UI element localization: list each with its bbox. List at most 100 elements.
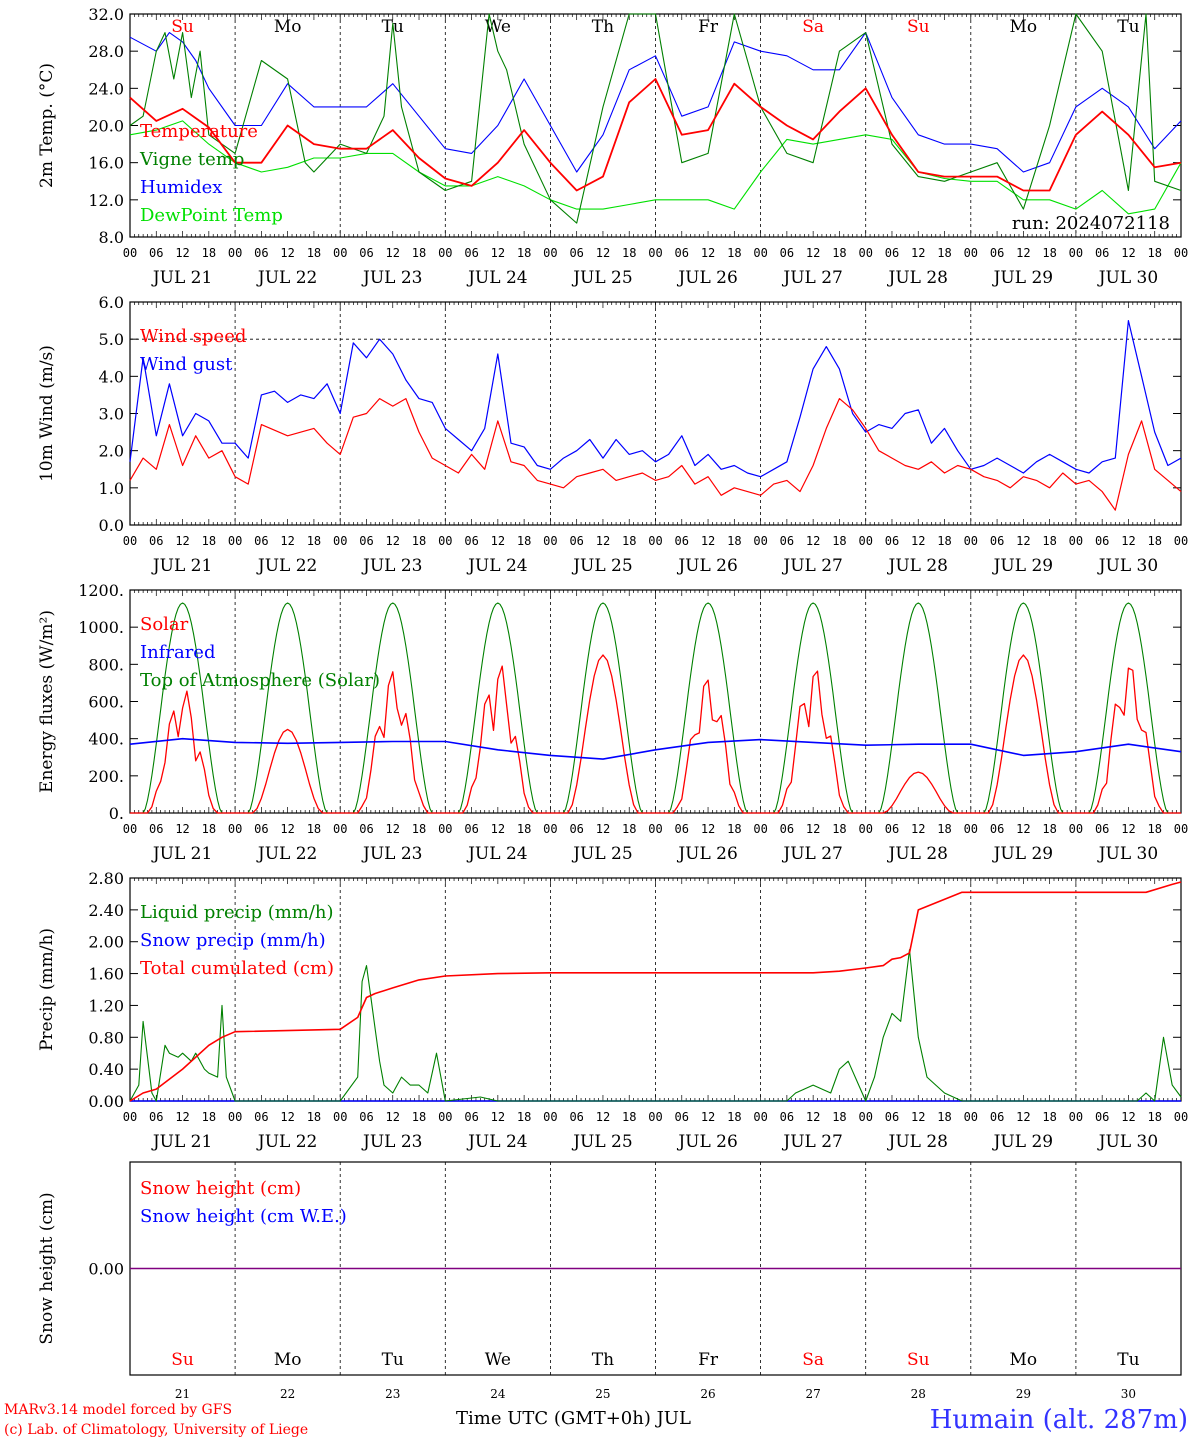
- y-tick-label: 0.00: [88, 1260, 124, 1279]
- day-label: JUL 28: [887, 556, 948, 576]
- hour-tick-label: 18: [1147, 534, 1161, 548]
- legend-entry: Infrared: [140, 642, 215, 663]
- hour-tick-label: 06: [885, 534, 899, 548]
- legend-entry: DewPoint Temp: [140, 205, 283, 226]
- hour-tick-label: 00: [228, 1110, 242, 1124]
- hour-tick-label: 00: [543, 246, 557, 260]
- hour-tick-label: 18: [832, 246, 846, 260]
- hour-tick-label: 12: [806, 1110, 820, 1124]
- hour-tick-label: 00: [964, 534, 978, 548]
- weekday-label: Su: [171, 1350, 194, 1370]
- day-label: JUL 24: [466, 556, 527, 576]
- weekday-label: Th: [592, 17, 614, 37]
- y-tick-label: 1200.: [78, 581, 124, 600]
- hour-tick-label: 12: [491, 534, 505, 548]
- hour-tick-label: 18: [307, 246, 321, 260]
- hour-tick-label: 06: [464, 246, 478, 260]
- hour-tick-label: 00: [964, 1110, 978, 1124]
- model-credit: MARv3.14 model forced by GFS: [4, 1402, 232, 1418]
- hour-tick-label: 00: [543, 1110, 557, 1124]
- run-label: run: 2024072118: [1012, 213, 1170, 234]
- day-number-label: 24: [490, 1387, 506, 1401]
- day-label: JUL 26: [676, 268, 737, 288]
- hour-tick-label: 00: [648, 1110, 662, 1124]
- hour-tick-label: 00: [333, 246, 347, 260]
- weekday-label: Su: [907, 17, 930, 37]
- y-axis-label: 10m Wind (m/s): [37, 345, 57, 482]
- hour-tick-label: 06: [569, 534, 583, 548]
- y-tick-label: 0.0: [99, 516, 124, 535]
- day-number-label: 25: [595, 1387, 610, 1401]
- weekday-label: Sa: [802, 17, 824, 37]
- day-label: JUL 24: [466, 1132, 527, 1152]
- y-axis-label: Snow height (cm): [37, 1192, 57, 1344]
- hour-tick-label: 12: [596, 822, 610, 836]
- day-label: JUL 22: [256, 844, 317, 864]
- y-axis-label: Energy fluxes (W/m²): [37, 610, 57, 793]
- series-line-temperature: [129, 78, 1182, 192]
- hour-tick-label: 00: [1069, 534, 1083, 548]
- hour-tick-label: 18: [1042, 1110, 1056, 1124]
- y-tick-label: 2.80: [88, 869, 124, 888]
- x-axis-label: Time UTC (GMT+0h) JUL: [456, 1408, 691, 1429]
- hour-tick-label: 12: [911, 1110, 925, 1124]
- y-tick-label: 1.60: [88, 965, 124, 984]
- y-tick-label: 20.0: [88, 117, 124, 136]
- series-line-humidex: [129, 32, 1182, 173]
- hour-tick-label: 06: [885, 1110, 899, 1124]
- hour-tick-label: 18: [622, 1110, 636, 1124]
- y-tick-label: 400.: [88, 730, 124, 749]
- hour-tick-label: 18: [727, 534, 741, 548]
- hour-tick-label: 00: [858, 534, 872, 548]
- hour-tick-label: 00: [228, 246, 242, 260]
- hour-tick-label: 18: [832, 822, 846, 836]
- hour-tick-label: 18: [517, 822, 531, 836]
- hour-tick-label: 00: [438, 822, 452, 836]
- hour-tick-label: 12: [386, 534, 400, 548]
- day-label: JUL 30: [1097, 844, 1158, 864]
- hour-tick-label: 00: [543, 534, 557, 548]
- day-number-label: 28: [911, 1387, 926, 1401]
- hour-tick-label: 00: [228, 534, 242, 548]
- hour-tick-label: 00: [123, 822, 137, 836]
- legend-entry: Wind gust: [140, 354, 233, 375]
- hour-tick-label: 06: [780, 246, 794, 260]
- hour-tick-label: 06: [359, 246, 373, 260]
- hour-tick-label: 00: [438, 534, 452, 548]
- day-label: JUL 29: [992, 268, 1053, 288]
- day-label: JUL 27: [781, 844, 842, 864]
- day-label: JUL 29: [992, 1132, 1053, 1152]
- hour-tick-label: 06: [885, 822, 899, 836]
- hour-tick-label: 12: [596, 246, 610, 260]
- hour-tick-label: 18: [622, 246, 636, 260]
- hour-tick-label: 18: [412, 534, 426, 548]
- hour-tick-label: 00: [753, 822, 767, 836]
- hour-tick-label: 00: [333, 822, 347, 836]
- hour-tick-label: 18: [727, 246, 741, 260]
- hour-tick-label: 12: [386, 246, 400, 260]
- hour-tick-label: 00: [543, 822, 557, 836]
- legend-entry: Total cumulated (cm): [140, 958, 334, 979]
- day-label: JUL 28: [887, 844, 948, 864]
- y-tick-label: 24.0: [88, 79, 124, 98]
- plot-frame: [129, 589, 1182, 814]
- legend-entry: Snow height (cm): [140, 1178, 301, 1199]
- day-label: JUL 27: [781, 556, 842, 576]
- hour-tick-label: 18: [517, 246, 531, 260]
- day-number-label: 22: [280, 1387, 295, 1401]
- weekday-label: Mo: [1010, 1350, 1038, 1370]
- snow-panel: 0.00 Snow height (cm) Snow height (cm) Snow…: [37, 1161, 1182, 1401]
- weekday-label: Fr: [698, 1350, 719, 1370]
- series-line-vigne-temp: [129, 13, 1182, 224]
- hour-tick-label: 06: [885, 246, 899, 260]
- hour-tick-label: 00: [228, 822, 242, 836]
- y-tick-label: 0.80: [88, 1028, 124, 1047]
- hour-tick-label: 12: [1016, 534, 1030, 548]
- y-tick-label: 0.00: [88, 1092, 124, 1111]
- hour-tick-label: 00: [1174, 534, 1188, 548]
- weekday-label: Su: [171, 17, 194, 37]
- hour-tick-label: 06: [254, 246, 268, 260]
- weekday-label: Tu: [1117, 17, 1139, 37]
- weekday-label: Mo: [274, 1350, 302, 1370]
- day-label: JUL 22: [256, 1132, 317, 1152]
